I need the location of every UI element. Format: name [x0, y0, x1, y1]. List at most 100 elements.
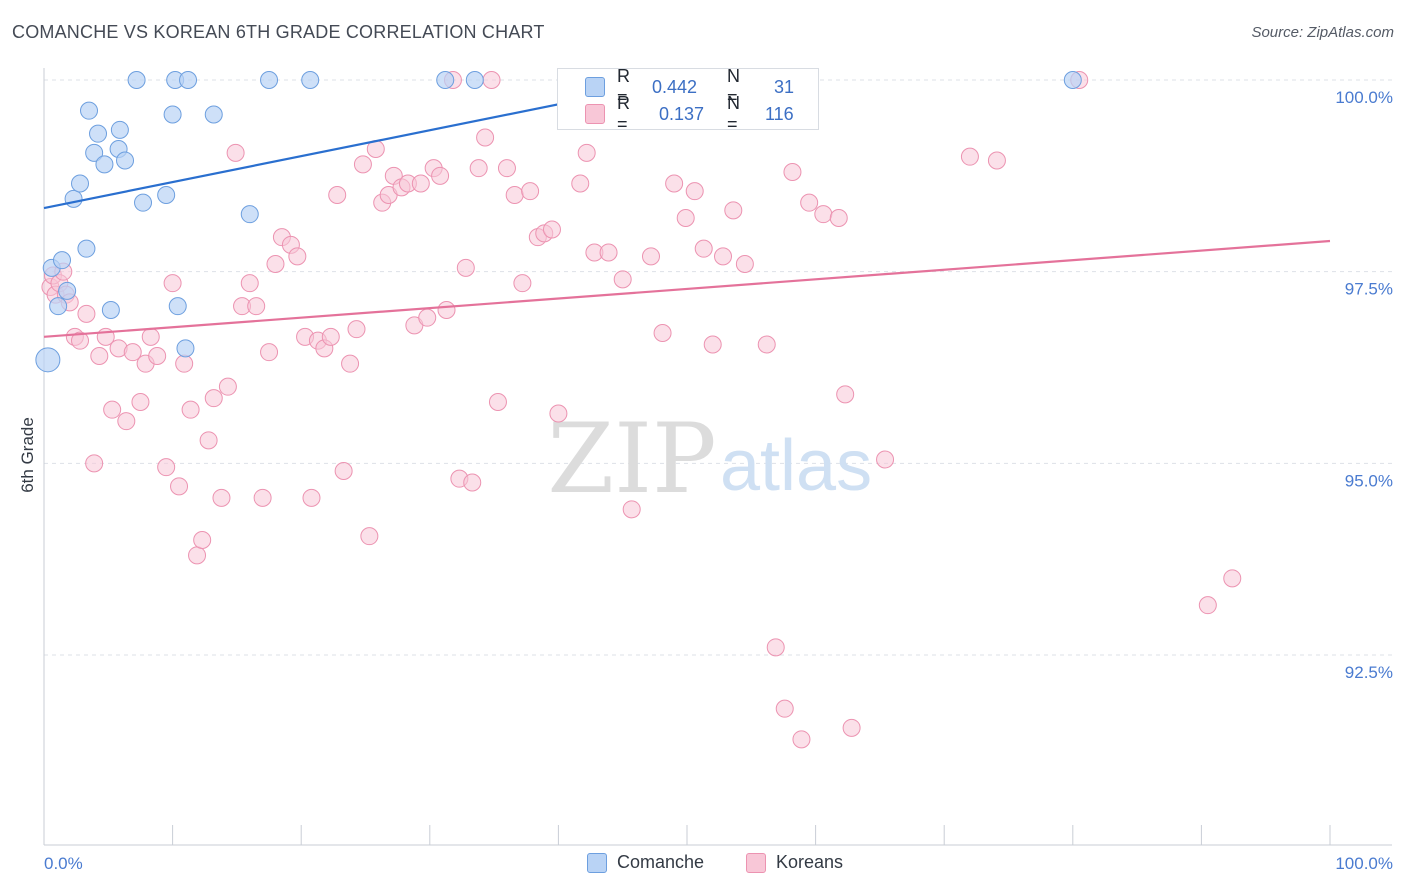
r-label: R = [617, 93, 630, 134]
koreans-point [334, 462, 353, 480]
comanche-point [134, 193, 153, 212]
koreans-point [735, 255, 754, 273]
watermark: ZIP atlas [547, 403, 872, 515]
koreans-point [347, 320, 366, 339]
comanche-point [127, 71, 146, 89]
legend-label-koreans: Koreans [776, 852, 844, 872]
koreans-point [131, 393, 150, 411]
comanche-point [89, 124, 108, 143]
koreans-point [123, 343, 142, 362]
koreans-point [71, 331, 90, 350]
comanche-point [157, 186, 176, 204]
comanche-point [465, 71, 484, 89]
n-label: N = [727, 66, 740, 107]
comanche-legend-swatch [587, 852, 607, 873]
comanche-trend-line [43, 85, 649, 210]
x-tick-label: 0.0% [44, 854, 83, 873]
comanche-point [64, 189, 83, 208]
koreans-point [757, 335, 776, 354]
koreans-swatch [585, 104, 605, 124]
koreans-point [577, 143, 596, 162]
koreans-point [703, 335, 722, 354]
source-credit: Source: ZipAtlas.com [1251, 24, 1394, 41]
koreans-point [353, 155, 372, 174]
koreans-point [90, 347, 109, 365]
comanche-point [77, 239, 96, 258]
koreans-point [141, 327, 160, 346]
comanche-point [240, 205, 259, 224]
comanche-point [301, 71, 320, 89]
koreans-point [571, 174, 590, 193]
koreans-point [218, 377, 237, 396]
koreans-point [85, 454, 104, 473]
comanche-points [35, 71, 1082, 373]
koreans-point [676, 209, 695, 227]
koreans-point [328, 186, 347, 204]
comanche-point [35, 347, 61, 373]
legend-item-comanche[interactable]: Comanche [587, 852, 704, 873]
watermark-zip: ZIP [547, 403, 716, 515]
comanche-point [1063, 71, 1082, 89]
r-value-koreans: 0.137 [659, 103, 705, 124]
comanche-point [260, 71, 279, 89]
koreans-point [266, 255, 285, 273]
comanche-point [179, 71, 198, 89]
comanche-point [49, 297, 68, 316]
koreans-legend-swatch [746, 852, 766, 873]
koreans-point [542, 220, 561, 239]
koreans-point [829, 209, 848, 227]
koreans-point [188, 546, 207, 565]
comanche-point [168, 297, 187, 316]
n-label: N = [727, 93, 740, 134]
legend-label-comanche: Comanche [617, 852, 705, 872]
koreans-point [766, 638, 785, 657]
koreans-point [521, 182, 540, 201]
trend-lines [43, 85, 1331, 338]
koreans-point [1223, 569, 1242, 588]
koreans-point [418, 308, 437, 327]
koreans-point [226, 143, 245, 162]
koreans-point [653, 324, 672, 342]
axes [43, 68, 1392, 846]
koreans-point [876, 450, 895, 469]
y-tick-label: 97.5% [1345, 280, 1393, 299]
y-tick-label: 92.5% [1345, 663, 1393, 682]
koreans-point [469, 159, 488, 178]
koreans-point [613, 270, 632, 289]
koreans-point [199, 431, 218, 450]
r-label: R = [617, 66, 630, 107]
koreans-point [549, 404, 568, 423]
koreans-point [694, 239, 713, 258]
koreans-point [482, 71, 501, 89]
legend-item-koreans[interactable]: Koreans [746, 852, 843, 873]
comanche-point [58, 281, 77, 300]
x-tick-label: 100.0% [1335, 854, 1393, 873]
koreans-point [836, 385, 855, 404]
n-value-koreans: 116 [765, 103, 794, 124]
comanche-point [71, 174, 90, 193]
koreans-point [411, 174, 430, 193]
koreans-trend-line [43, 239, 1331, 338]
comanche-point [163, 105, 182, 124]
n-value-comanche: 31 [774, 76, 795, 97]
koreans-point [204, 389, 223, 408]
y-tick-label: 95.0% [1345, 471, 1393, 490]
y-axis-title: 6th Grade [18, 417, 37, 493]
comanche-point [53, 251, 72, 270]
koreans-point [775, 699, 794, 718]
koreans-point [456, 258, 475, 277]
koreans-point [260, 343, 279, 362]
koreans-points [41, 71, 1242, 749]
koreans-point [783, 163, 802, 181]
koreans-point [800, 193, 819, 212]
comanche-point [101, 301, 120, 319]
koreans-point [77, 304, 96, 323]
stats-legend: R = 0.442 N = 31 R = 0.137 N = 116 [557, 66, 819, 134]
comanche-point [80, 101, 99, 120]
koreans-point [1198, 596, 1217, 615]
koreans-point [288, 247, 307, 266]
koreans-point [814, 205, 833, 224]
koreans-point [437, 301, 456, 319]
comanche-point [95, 155, 114, 174]
